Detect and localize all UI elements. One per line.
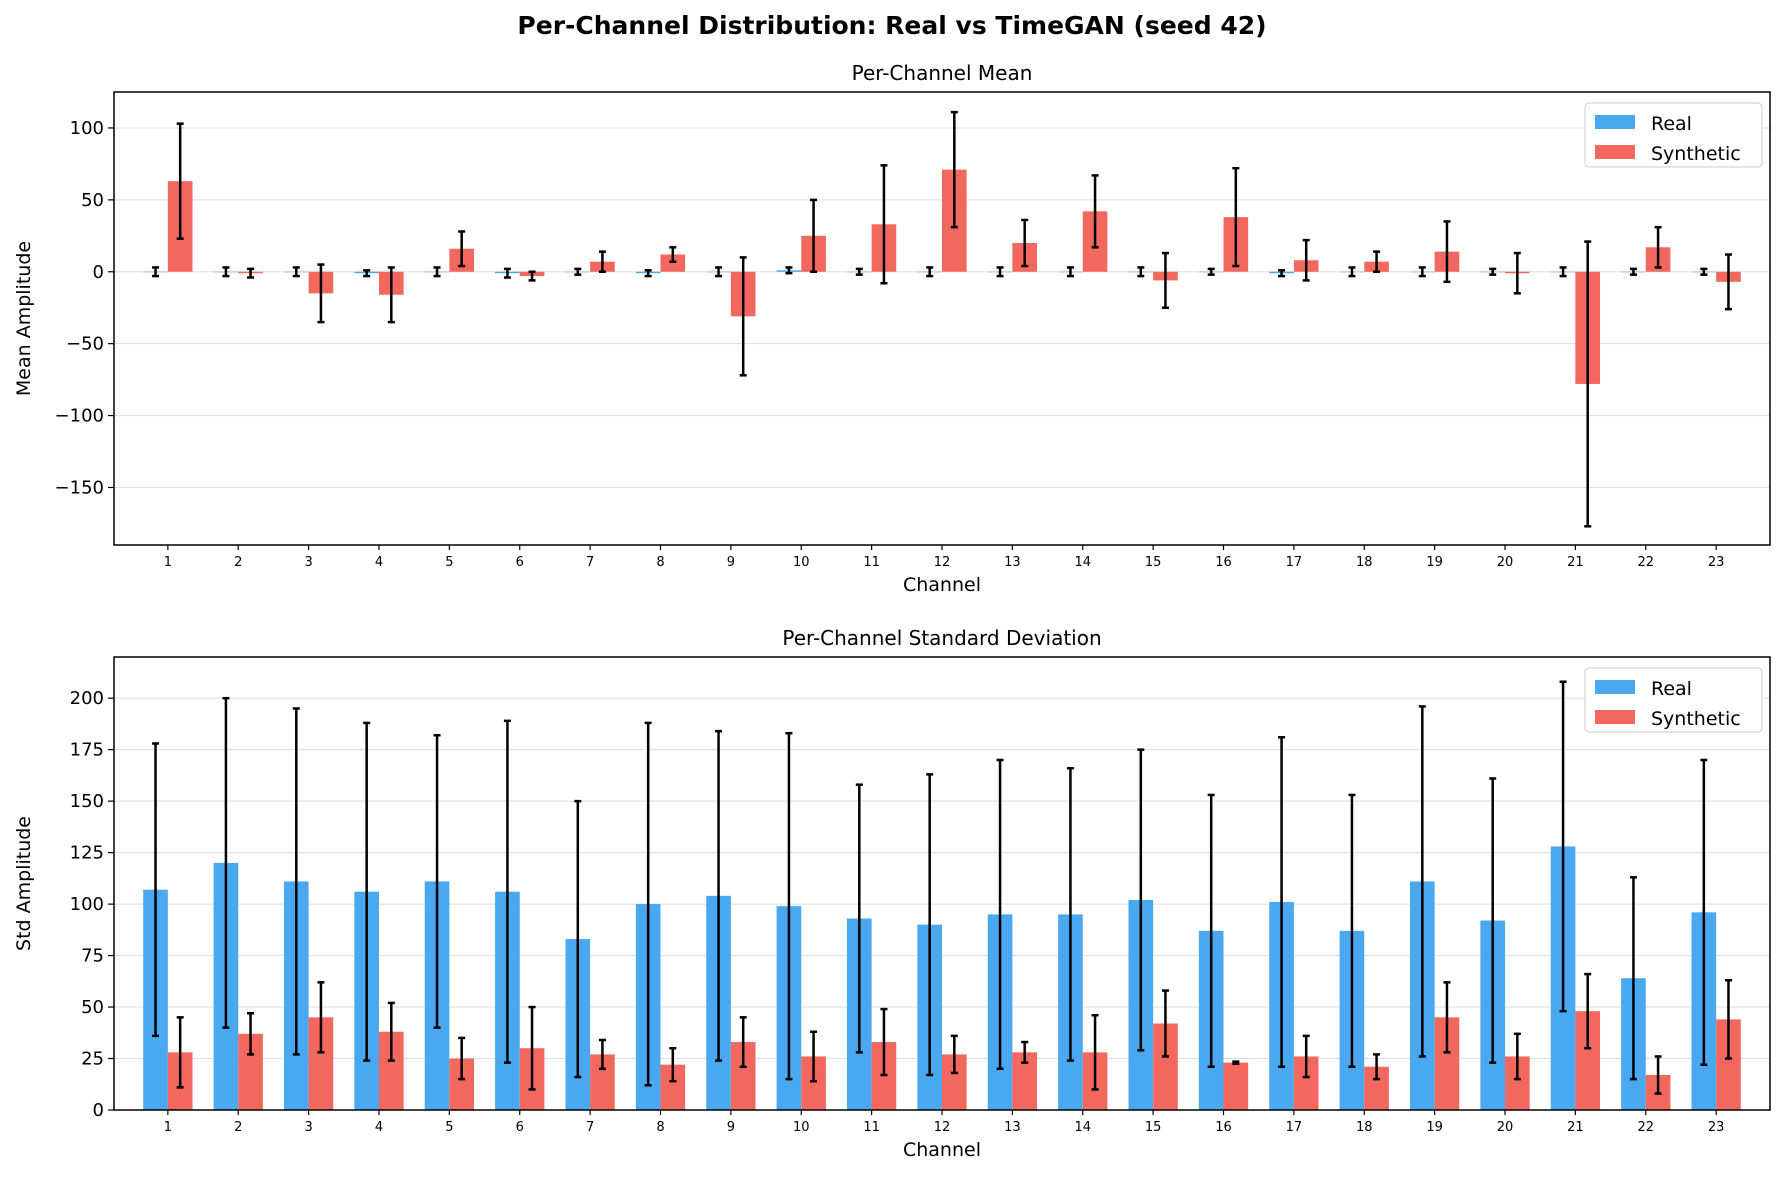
- std-xtick-label: 16: [1215, 1120, 1232, 1135]
- mean-xtick-label: 13: [1004, 555, 1021, 570]
- mean-xtick-label: 18: [1356, 555, 1373, 570]
- std-xtick-label: 12: [934, 1120, 951, 1135]
- mean-ytick-label: −50: [66, 334, 104, 355]
- mean-xtick-label: 1: [164, 555, 172, 570]
- mean-xtick-label: 10: [793, 555, 810, 570]
- mean-xtick-label: 9: [727, 555, 735, 570]
- std-ytick-label: 175: [70, 740, 104, 761]
- mean-xtick-label: 12: [934, 555, 951, 570]
- mean-xtick-label: 8: [656, 555, 664, 570]
- std-xtick-label: 17: [1286, 1120, 1303, 1135]
- std-xtick-label: 3: [304, 1120, 312, 1135]
- mean-xtick-label: 7: [586, 555, 594, 570]
- figure-title: Per-Channel Distribution: Real vs TimeGA…: [517, 11, 1266, 40]
- mean-xtick-label: 17: [1286, 555, 1303, 570]
- std-xtick-label: 2: [234, 1120, 242, 1135]
- std-chart-title: Per-Channel Standard Deviation: [782, 626, 1101, 650]
- std-xtick-label: 14: [1074, 1120, 1091, 1135]
- std-xtick-label: 19: [1426, 1120, 1443, 1135]
- std-xtick-label: 6: [516, 1120, 524, 1135]
- std-xtick-label: 18: [1356, 1120, 1373, 1135]
- mean-xtick-label: 22: [1637, 555, 1654, 570]
- mean-plot-frame: [113, 91, 1771, 546]
- mean-ytick-label: −100: [55, 406, 104, 427]
- mean-x-axis-label: Channel: [903, 574, 981, 596]
- std-xtick-label: 21: [1567, 1120, 1584, 1135]
- mean-xtick-label: 15: [1145, 555, 1162, 570]
- mean-xtick-label: 2: [234, 555, 242, 570]
- std-legend-swatch-real: [1595, 680, 1635, 694]
- mean-xtick-label: 4: [375, 555, 383, 570]
- mean-ytick-label: 50: [81, 190, 104, 211]
- mean-chart-title: Per-Channel Mean: [852, 61, 1033, 85]
- std-xtick-label: 22: [1637, 1120, 1654, 1135]
- std-legend: Real Synthetic: [1584, 667, 1763, 733]
- std-ytick-label: 25: [81, 1049, 104, 1070]
- mean-xtick-label: 14: [1074, 555, 1091, 570]
- std-ytick-label: 0: [93, 1100, 104, 1121]
- std-ytick-label: 200: [70, 688, 104, 709]
- std-x-axis-label: Channel: [903, 1139, 981, 1161]
- std-legend-swatch-synthetic: [1595, 710, 1635, 724]
- std-xtick-label: 8: [656, 1120, 664, 1135]
- mean-ytick-label: −150: [55, 477, 104, 498]
- std-chart-panel: Per-Channel Standard Deviation0255075100…: [13, 626, 1771, 1161]
- std-xtick-label: 9: [727, 1120, 735, 1135]
- mean-legend-label-synthetic: Synthetic: [1651, 143, 1741, 165]
- std-ytick-label: 75: [81, 946, 104, 967]
- std-bar-synthetic: [1223, 1062, 1249, 1110]
- mean-xtick-label: 3: [304, 555, 312, 570]
- mean-xtick-label: 16: [1215, 555, 1232, 570]
- mean-y-axis-label: Mean Amplitude: [13, 241, 35, 396]
- mean-xtick-label: 20: [1497, 555, 1514, 570]
- mean-xtick-label: 21: [1567, 555, 1584, 570]
- std-xtick-label: 13: [1004, 1120, 1021, 1135]
- mean-xtick-label: 23: [1708, 555, 1725, 570]
- mean-legend-label-real: Real: [1651, 113, 1692, 135]
- mean-legend-swatch-real: [1595, 115, 1635, 129]
- std-xtick-label: 10: [793, 1120, 810, 1135]
- mean-ytick-label: 0: [93, 262, 104, 283]
- std-xtick-label: 15: [1145, 1120, 1162, 1135]
- std-xtick-label: 5: [445, 1120, 453, 1135]
- std-ytick-label: 125: [70, 843, 104, 864]
- mean-xtick-label: 5: [445, 555, 453, 570]
- mean-legend-swatch-synthetic: [1595, 145, 1635, 159]
- mean-xtick-label: 6: [516, 555, 524, 570]
- mean-ytick-label: 100: [70, 118, 104, 139]
- std-ytick-label: 100: [70, 894, 104, 915]
- std-ytick-label: 50: [81, 997, 104, 1018]
- std-legend-label-real: Real: [1651, 678, 1692, 700]
- std-plot-frame: [113, 656, 1771, 1111]
- std-xtick-label: 20: [1497, 1120, 1514, 1135]
- mean-xtick-label: 19: [1426, 555, 1443, 570]
- mean-bar-synthetic: [660, 254, 686, 272]
- mean-legend: Real Synthetic: [1584, 102, 1763, 168]
- std-xtick-label: 11: [863, 1120, 880, 1135]
- std-xtick-label: 1: [164, 1120, 172, 1135]
- std-y-axis-label: Std Amplitude: [13, 816, 35, 951]
- std-legend-label-synthetic: Synthetic: [1651, 708, 1741, 730]
- std-xtick-label: 23: [1708, 1120, 1725, 1135]
- std-xtick-label: 4: [375, 1120, 383, 1135]
- std-xtick-label: 7: [586, 1120, 594, 1135]
- std-ytick-label: 150: [70, 791, 104, 812]
- mean-xtick-label: 11: [863, 555, 880, 570]
